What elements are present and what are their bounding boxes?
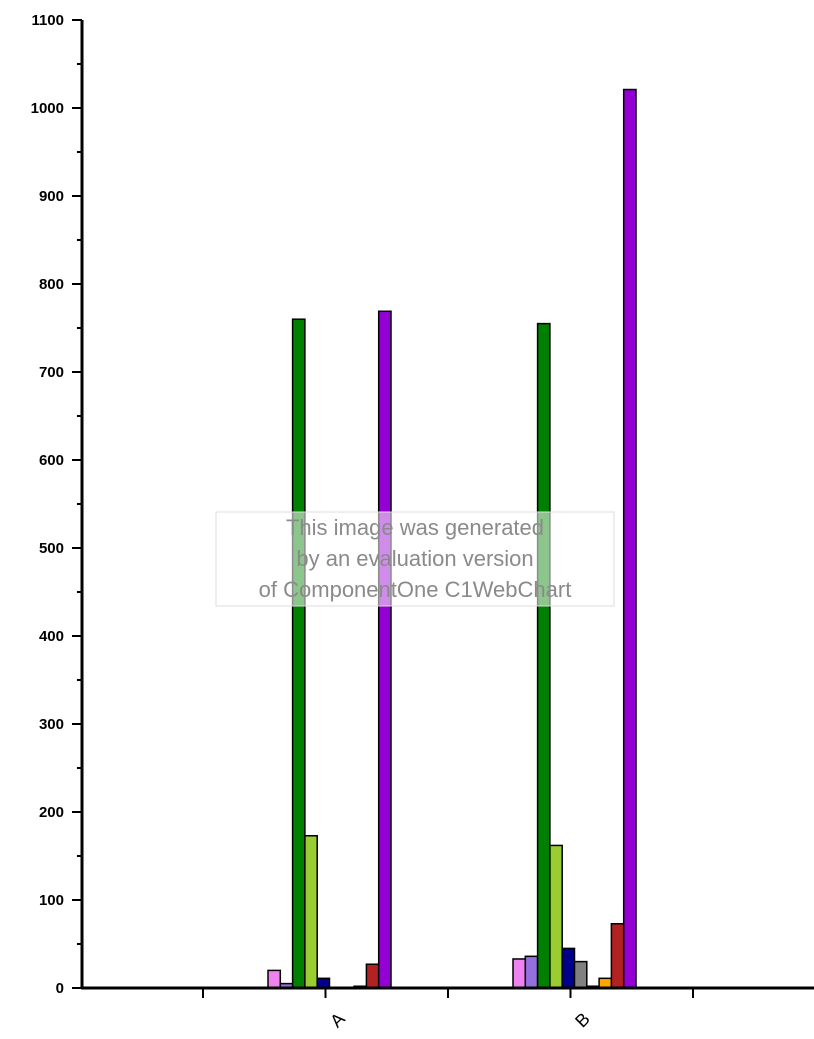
- bar: [366, 964, 378, 988]
- watermark-line-1: This image was generated: [286, 515, 544, 540]
- y-tick-label: 300: [39, 716, 64, 733]
- y-tick-label: 200: [39, 804, 64, 821]
- y-tick-label: 1000: [31, 100, 64, 117]
- y-tick-label: 600: [39, 452, 64, 469]
- watermark-line-2: by an evaluation version: [296, 546, 533, 571]
- y-tick-label: 400: [39, 628, 64, 645]
- x-tick-label: A: [326, 1009, 349, 1032]
- y-tick-label: 100: [39, 892, 64, 909]
- bar: [611, 924, 623, 988]
- bar: [293, 319, 305, 988]
- y-tick-label: 500: [39, 540, 64, 557]
- bar: [538, 324, 550, 988]
- y-tick-label: 1100: [31, 12, 64, 29]
- evaluation-watermark: This image was generated by an evaluatio…: [216, 512, 614, 606]
- bar: [513, 959, 525, 988]
- bar: [305, 836, 317, 988]
- bar: [379, 311, 391, 988]
- bar: [268, 970, 280, 988]
- y-tick-label: 900: [39, 188, 64, 205]
- bar: [624, 90, 636, 988]
- y-tick-label: 800: [39, 276, 64, 293]
- bar: [562, 948, 574, 988]
- y-tick-label: 0: [56, 980, 64, 997]
- bar: [575, 962, 587, 988]
- bar: [525, 956, 537, 988]
- x-tick-label: B: [571, 1009, 594, 1032]
- watermark-line-3: of ComponentOne C1WebChart: [259, 577, 572, 602]
- y-tick-label: 700: [39, 364, 64, 381]
- bar: [550, 845, 562, 988]
